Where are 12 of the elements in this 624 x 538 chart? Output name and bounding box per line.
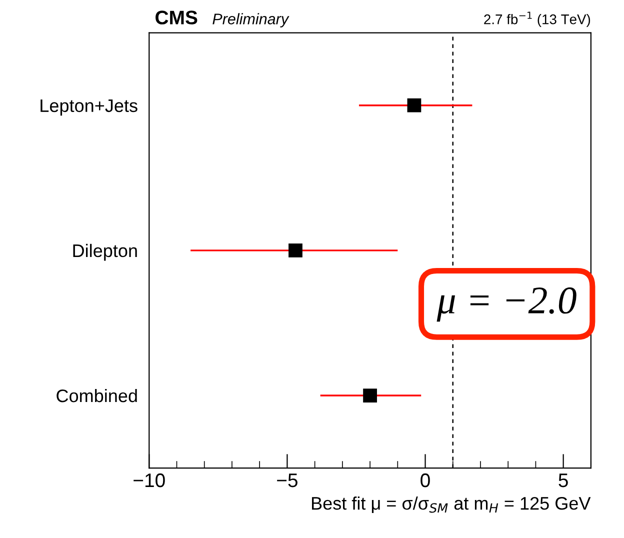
y-tick-label: Combined	[56, 388, 137, 402]
y-tick-label: Dilepton	[73, 244, 137, 261]
x-tick-label: −10	[134, 473, 165, 488]
x-tick-label: −5	[277, 474, 298, 488]
x-tick-label: 5	[558, 474, 568, 488]
y-tick-label: Lepton+Jets	[40, 99, 138, 116]
x-axis-title: Best fit μ = σ/σ$_{SM}$ at m$_{H}$ = 125 GeV	[312, 496, 591, 514]
annotation: μ = −2.0	[436, 287, 576, 322]
x-tick-label: 0	[420, 473, 430, 488]
text: Preliminary	[212, 13, 290, 28]
text: CMS	[156, 10, 198, 24]
text: 2.7 fb$^{−1}$ (13 TeV)	[484, 12, 590, 27]
